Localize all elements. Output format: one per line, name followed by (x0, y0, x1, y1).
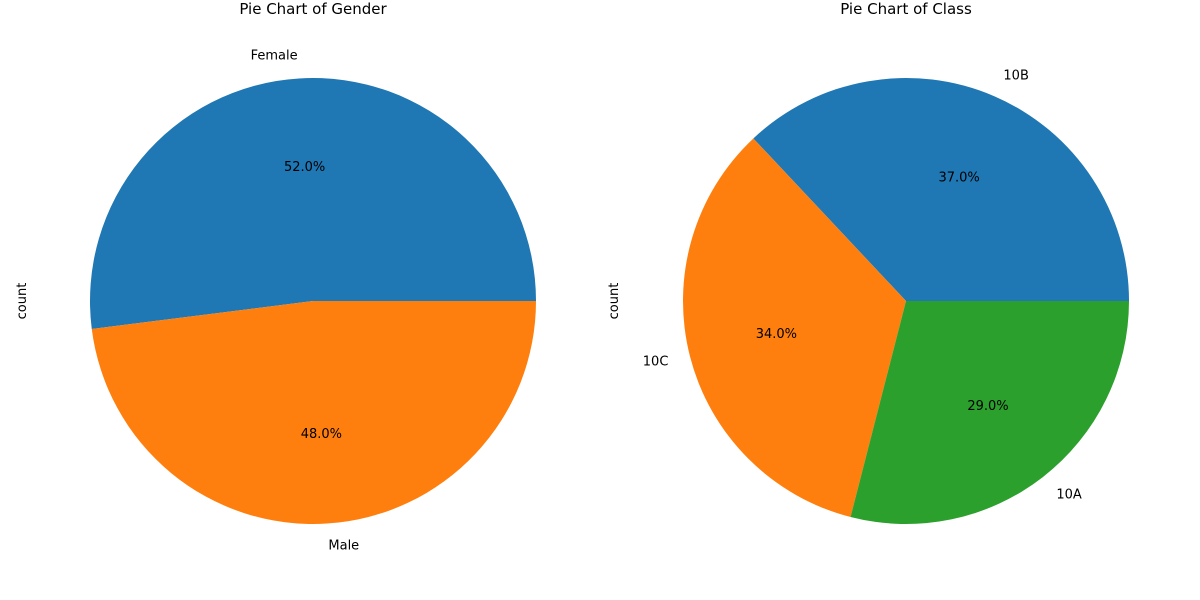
gender-pie-chart: Pie Chart of Gender count Female 52.0% Mal… (15, 0, 537, 554)
gender-pie-labels: Female 52.0% Male 48.0% (251, 49, 360, 554)
class-slice-label-10a: 10A (1056, 487, 1082, 502)
class-pie-slices (683, 78, 1129, 524)
class-slice-label-10b: 10B (1003, 68, 1028, 83)
class-slice-10b (753, 78, 1129, 301)
gender-pct-label-male: 48.0% (301, 427, 342, 442)
class-slice-label-10c: 10C (643, 355, 669, 370)
class-pct-label-10c: 34.0% (756, 327, 797, 342)
gender-pct-label-female: 52.0% (284, 160, 325, 175)
class-pct-label-10a: 29.0% (967, 399, 1008, 414)
gender-chart-ylabel: count (15, 283, 30, 320)
gender-slice-label-male: Male (328, 538, 359, 553)
class-slice-10a (850, 301, 1129, 524)
gender-slice-female (90, 78, 537, 329)
gender-slice-label-female: Female (251, 49, 298, 64)
gender-slice-male (91, 301, 536, 525)
class-slice-10c (683, 138, 906, 517)
class-chart-title: Pie Chart of Class (840, 0, 972, 18)
class-chart-ylabel: count (607, 283, 622, 320)
gender-chart-title: Pie Chart of Gender (239, 0, 387, 18)
class-pct-label-10b: 37.0% (938, 171, 979, 186)
class-pie-chart: Pie Chart of Class count 10B 37.0% 10C 34.0… (607, 0, 1129, 524)
class-pie-labels: 10B 37.0% 10C 34.0% 10A 29.0% (643, 68, 1082, 502)
gender-pie-slices (90, 78, 537, 525)
